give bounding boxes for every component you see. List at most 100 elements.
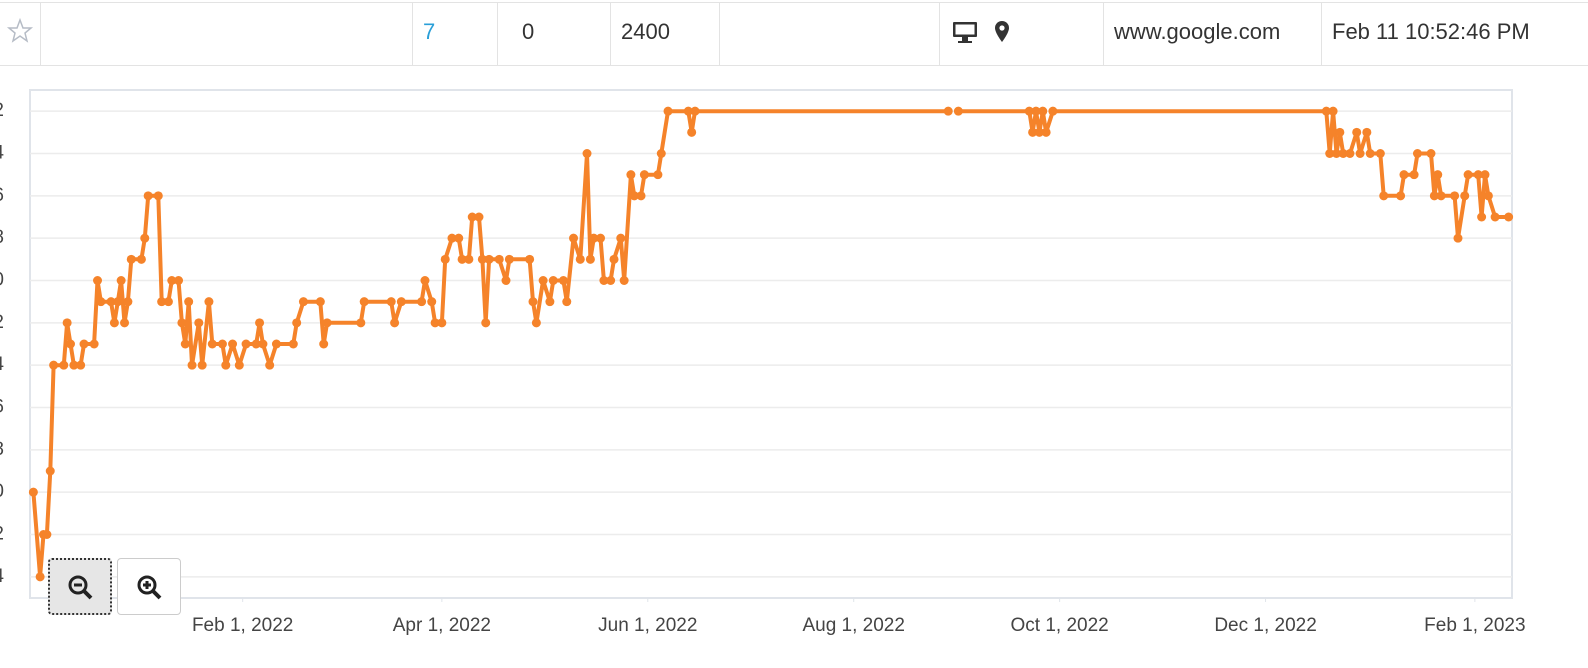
data-point: [1365, 149, 1375, 158]
data-point: [1436, 191, 1446, 201]
data-point: [1375, 149, 1385, 158]
y-tick-label: 10: [0, 270, 4, 291]
zoom-out-button[interactable]: [48, 558, 112, 615]
data-point: [525, 254, 535, 264]
data-point: [494, 254, 504, 264]
data-point: [255, 318, 265, 328]
data-point: [619, 276, 629, 285]
data-point: [180, 339, 190, 349]
zoom-in-button[interactable]: [117, 558, 181, 615]
zoom-out-icon: [68, 575, 93, 599]
star-icon[interactable]: [0, 3, 40, 63]
y-tick-label: 14: [0, 354, 4, 375]
data-point: [636, 191, 646, 201]
data-point: [120, 318, 130, 328]
data-point: [1325, 149, 1335, 158]
data-point: [319, 339, 329, 349]
data-point: [241, 339, 251, 349]
data-point: [28, 487, 38, 497]
data-point: [558, 276, 568, 285]
data-point: [1490, 212, 1500, 222]
data-point: [585, 254, 595, 264]
keyword-row: 7 0 2400 www.google.com Feb 11 10:52:46 …: [0, 2, 1588, 66]
keyword-cell: [40, 3, 412, 65]
data-point: [106, 297, 116, 307]
data-point: [1034, 127, 1044, 137]
data-point: [258, 339, 268, 349]
data-point: [322, 318, 332, 328]
data-point: [481, 318, 491, 328]
data-point: [582, 149, 592, 158]
data-point: [59, 360, 69, 370]
data-point: [136, 254, 146, 264]
data-point: [1335, 127, 1345, 137]
data-point: [1483, 191, 1493, 201]
data-point: [943, 106, 953, 116]
data-point: [1429, 191, 1439, 201]
data-point: [66, 339, 76, 349]
data-point: [1433, 170, 1443, 180]
data-point: [626, 170, 636, 180]
data-point: [116, 276, 126, 285]
data-point: [251, 339, 261, 349]
data-point: [504, 254, 514, 264]
data-point: [427, 297, 437, 307]
data-point: [639, 170, 649, 180]
data-point: [315, 297, 325, 307]
data-point: [1038, 106, 1048, 116]
data-point: [96, 297, 106, 307]
data-point: [1396, 191, 1406, 201]
x-tick-label: Feb 1, 2023: [1424, 615, 1525, 636]
data-point: [609, 254, 619, 264]
data-point: [1399, 170, 1409, 180]
data-point: [187, 360, 197, 370]
data-point: [440, 254, 450, 264]
data-point: [575, 254, 585, 264]
data-point: [69, 360, 79, 370]
data-point: [49, 360, 59, 370]
data-point: [501, 276, 511, 285]
data-point: [484, 254, 494, 264]
star-cell: [0, 3, 40, 65]
data-point: [228, 339, 238, 349]
data-point: [356, 318, 366, 328]
data-point: [113, 297, 123, 307]
data-point: [477, 254, 487, 264]
data-point: [1453, 233, 1463, 243]
y-tick-label: 18: [0, 439, 4, 460]
data-point: [447, 233, 457, 243]
data-point: [457, 254, 467, 264]
data-point: [464, 254, 474, 264]
data-point: [126, 254, 136, 264]
data-point: [430, 318, 440, 328]
data-point: [599, 276, 609, 285]
data-point: [1379, 191, 1389, 201]
data-point: [45, 466, 55, 476]
data-point: [528, 297, 538, 307]
rank[interactable]: 7: [412, 3, 497, 65]
empty-cell: [719, 3, 939, 65]
data-point: [467, 212, 477, 222]
y-tick-label: 16: [0, 397, 4, 418]
data-point: [167, 276, 177, 285]
data-point: [153, 191, 163, 201]
data-point: [62, 318, 72, 328]
data-point: [1480, 170, 1490, 180]
data-point: [359, 297, 369, 307]
device-icons: [953, 21, 1009, 43]
data-point: [1024, 106, 1034, 116]
data-point: [454, 233, 464, 243]
data-point: [177, 318, 187, 328]
data-point: [265, 360, 275, 370]
data-point: [1331, 149, 1341, 158]
data-point: [221, 360, 231, 370]
data-point: [288, 339, 298, 349]
x-tick-label: Feb 1, 2022: [192, 615, 293, 636]
data-point: [589, 233, 599, 243]
data-point: [1345, 149, 1355, 158]
data-point: [1426, 149, 1436, 158]
data-point: [683, 106, 693, 116]
data-point: [596, 233, 606, 243]
data-point: [420, 276, 430, 285]
data-point: [1409, 170, 1419, 180]
